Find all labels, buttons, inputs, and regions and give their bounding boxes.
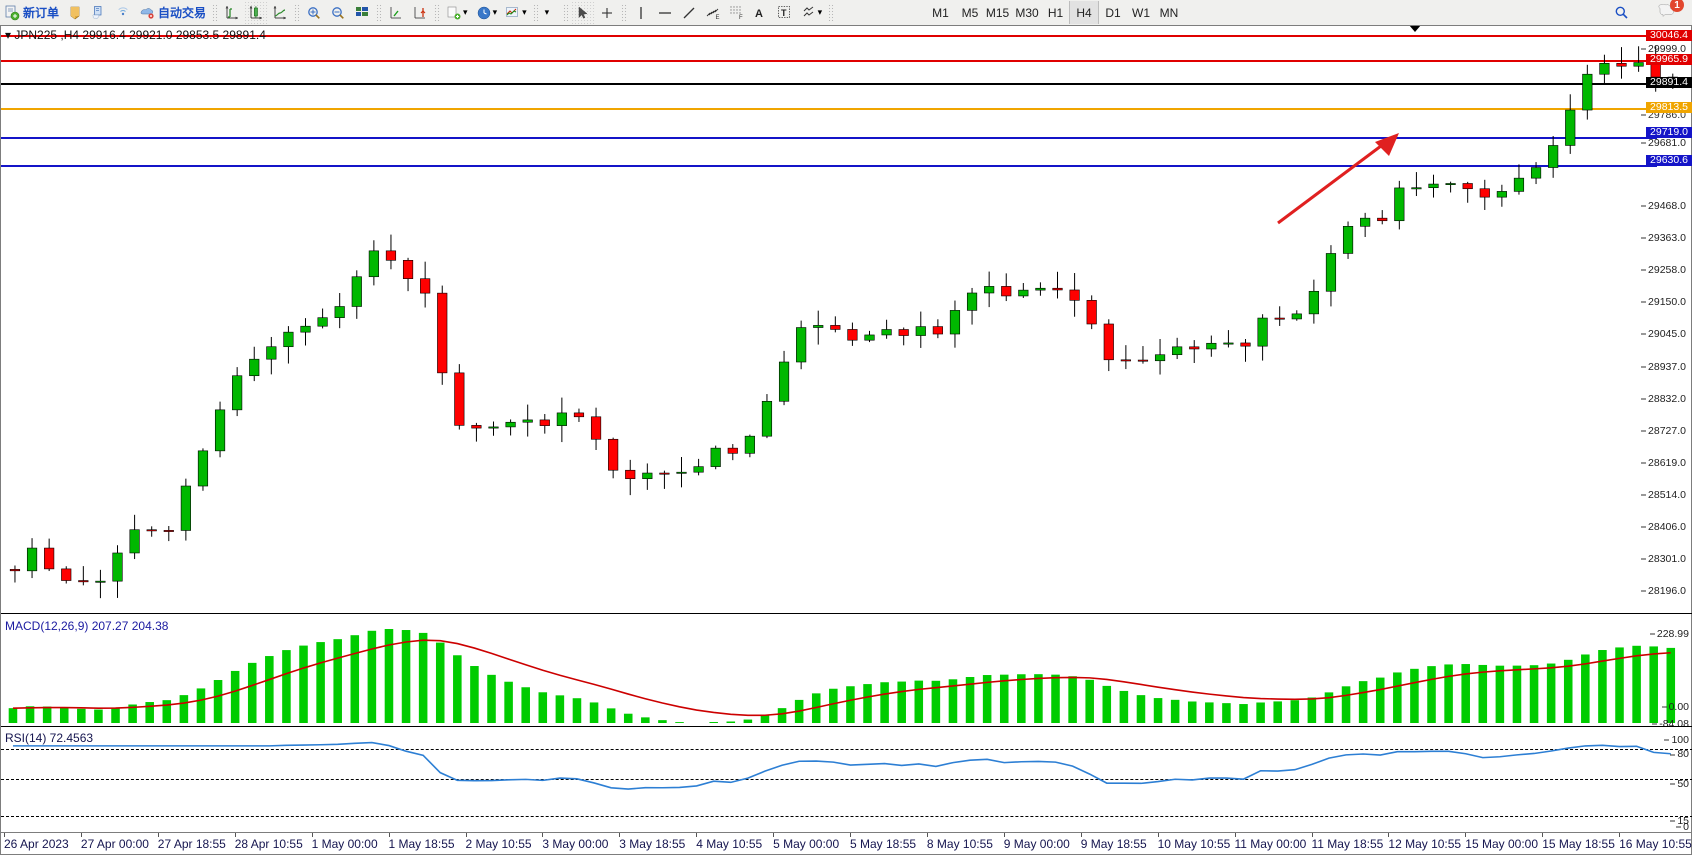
svg-text:T: T <box>781 8 787 18</box>
svg-text:E: E <box>715 15 719 21</box>
svg-text:F: F <box>739 15 743 21</box>
svg-text:A: A <box>755 8 763 20</box>
